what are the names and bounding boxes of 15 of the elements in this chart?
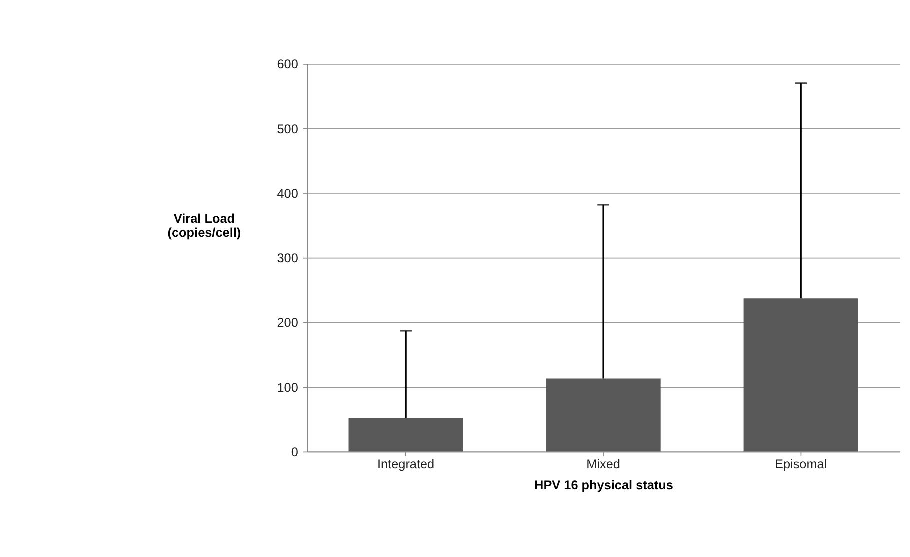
y-tick-label: 500 (277, 122, 298, 136)
bar (744, 298, 858, 452)
y-tick-label: 200 (277, 316, 298, 330)
y-tick-label: 400 (277, 186, 298, 201)
x-tick-label: Mixed (586, 457, 620, 472)
bar (348, 418, 464, 452)
x-tick-label: Episomal (774, 457, 828, 472)
bar (546, 378, 661, 452)
x-tick-label: Integrated (377, 457, 435, 472)
y-axis-title: Viral Load (copies/cell) (168, 212, 242, 240)
y-tick-label: 300 (277, 252, 298, 266)
y-tick-label: 0 (291, 445, 298, 460)
x-axis-title: HPV 16 physical status (534, 478, 674, 492)
y-tick-label: 600 (277, 58, 298, 72)
y-tick-label: 100 (277, 380, 298, 395)
